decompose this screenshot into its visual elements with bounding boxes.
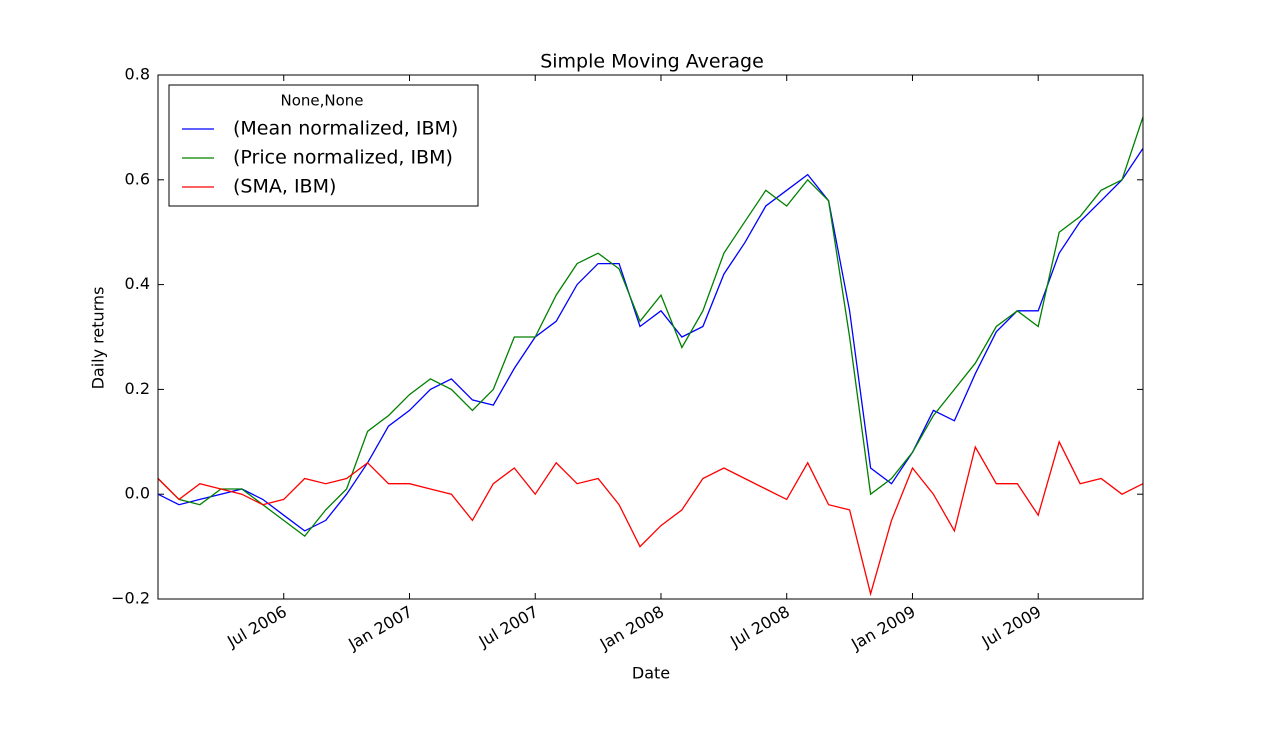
series-line (157, 440, 1144, 597)
legend-label: (SMA, IBM) (233, 176, 336, 198)
y-tick-label: −0.2 (111, 589, 150, 608)
plot-frame (157, 74, 1144, 600)
y-tick-label: 0.6 (125, 169, 150, 188)
x-axis-label: Date (632, 664, 670, 683)
y-tick-label: 0.8 (125, 65, 150, 84)
y-tick-label: 0.2 (125, 379, 150, 398)
y-tick-label: 0.0 (125, 484, 150, 503)
series-line (157, 116, 1144, 537)
y-tick-label: 0.4 (125, 274, 150, 293)
y-axis-label: Daily returns (89, 287, 108, 390)
chart-title: Simple Moving Average (540, 51, 764, 73)
legend-frame (168, 84, 479, 207)
legend-title: None,None (280, 92, 363, 110)
legend: None,None (Mean normalized, IBM) (Price no… (168, 84, 479, 207)
legend-label: (Price normalized, IBM) (233, 147, 453, 169)
legend-label: (Mean normalized, IBM) (233, 118, 458, 140)
series-line (157, 148, 1144, 532)
